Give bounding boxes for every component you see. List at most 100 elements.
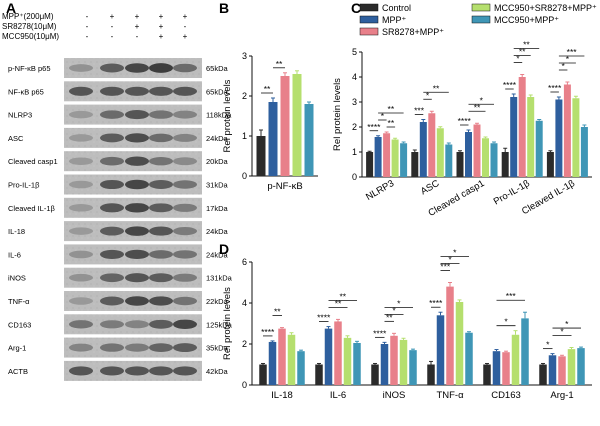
blot-band bbox=[149, 296, 173, 306]
bar bbox=[399, 339, 408, 385]
bar bbox=[304, 104, 314, 176]
blot-band bbox=[173, 86, 197, 96]
treatment-sign: - bbox=[111, 22, 114, 31]
bar bbox=[502, 352, 510, 385]
y-tick-label: 0 bbox=[242, 171, 247, 181]
bar bbox=[390, 335, 398, 385]
treatment-sign: - bbox=[111, 32, 114, 41]
y-axis-label: Rel protein levels bbox=[332, 78, 343, 151]
significance-label: * bbox=[504, 317, 508, 327]
blot-band bbox=[69, 273, 93, 282]
blot-band bbox=[100, 179, 124, 190]
bar-chart-p-nf-kb: 0 1 2 3 Rel protein levels p-NF-κB ** ** bbox=[222, 51, 318, 192]
blot-band bbox=[100, 86, 124, 96]
blot-size-label: 131kDa bbox=[206, 274, 233, 283]
bar bbox=[297, 351, 305, 385]
bar bbox=[492, 351, 501, 385]
significance-label: * bbox=[566, 54, 570, 64]
blot-size-label: 24kDa bbox=[206, 250, 229, 259]
treatment-label: SR8278(10μM) bbox=[2, 22, 57, 31]
blot-band bbox=[125, 63, 149, 73]
blot-band bbox=[149, 203, 173, 213]
significance-label: ** bbox=[523, 40, 530, 50]
significance-label: ** bbox=[519, 47, 526, 57]
blot-band bbox=[149, 180, 173, 189]
significance-label: ** bbox=[339, 291, 346, 301]
bar bbox=[548, 355, 557, 385]
legend-label: MPP⁺ bbox=[382, 15, 407, 25]
blot-band bbox=[173, 157, 197, 166]
blot-band bbox=[149, 63, 173, 73]
y-tick-label: 4 bbox=[352, 72, 357, 82]
significance-label: **** bbox=[261, 327, 275, 337]
bar bbox=[353, 342, 361, 385]
significance-label: *** bbox=[567, 47, 578, 57]
y-tick-label: 3 bbox=[352, 97, 357, 107]
bar bbox=[366, 152, 374, 177]
significance-label: * bbox=[565, 319, 569, 329]
bar bbox=[558, 356, 566, 385]
blot-band bbox=[69, 134, 93, 142]
bar bbox=[436, 128, 444, 177]
bar bbox=[409, 350, 417, 385]
category-label: p-NF-κB bbox=[267, 181, 302, 192]
bar bbox=[473, 124, 481, 177]
treatment-sign: - bbox=[184, 22, 187, 31]
panel-c-label: C bbox=[351, 0, 361, 16]
blot-protein-label: ASC bbox=[8, 134, 24, 143]
category-label: NLRP3 bbox=[364, 178, 396, 203]
blot-band bbox=[173, 366, 197, 376]
bar bbox=[456, 152, 464, 177]
y-tick-label: 1 bbox=[352, 147, 357, 157]
treatment-sign: + bbox=[110, 12, 115, 21]
blot-band bbox=[69, 343, 93, 352]
y-tick-label: 1 bbox=[242, 131, 247, 141]
bar bbox=[483, 364, 491, 385]
blot-size-label: 42kDa bbox=[206, 367, 229, 376]
blot-band bbox=[125, 110, 149, 120]
significance-label: * bbox=[560, 326, 564, 336]
blot-band bbox=[100, 63, 124, 73]
significance-label: ** bbox=[388, 104, 395, 114]
y-tick-label: 2 bbox=[242, 339, 247, 349]
blot-band bbox=[149, 250, 173, 259]
blot-protein-label: ACTB bbox=[8, 367, 28, 376]
blot-band bbox=[149, 110, 173, 119]
blot-band bbox=[149, 133, 173, 143]
bar bbox=[446, 286, 454, 385]
bar bbox=[521, 318, 529, 385]
bar bbox=[539, 364, 547, 385]
blot-band bbox=[125, 249, 149, 260]
treatment-sign: - bbox=[136, 32, 139, 41]
blot-band bbox=[173, 343, 197, 353]
blot-band bbox=[173, 227, 197, 236]
bar bbox=[490, 143, 498, 177]
significance-label: ** bbox=[433, 83, 440, 93]
y-tick-label: 3 bbox=[242, 51, 247, 61]
bar bbox=[518, 77, 526, 177]
blot-band bbox=[69, 64, 93, 72]
bar bbox=[315, 364, 323, 385]
blot-band bbox=[149, 366, 173, 376]
bar bbox=[280, 76, 290, 176]
blot-band bbox=[173, 63, 197, 73]
treatment-sign: + bbox=[135, 12, 140, 21]
y-axis-label: Rel protein levels bbox=[222, 79, 233, 152]
bar bbox=[511, 334, 520, 385]
western-blot-panel: MPP⁺(200μM) - + + + +SR8278(10μM) - - + + -MCC950(… bbox=[2, 12, 233, 381]
bar bbox=[445, 144, 453, 177]
category-label: IL-18 bbox=[271, 390, 293, 401]
bar bbox=[380, 344, 389, 385]
bar bbox=[324, 328, 333, 385]
y-tick-label: 4 bbox=[242, 298, 247, 308]
category-label: iNOS bbox=[383, 390, 406, 401]
significance-label: **** bbox=[503, 80, 517, 90]
bar bbox=[465, 332, 473, 385]
bar bbox=[535, 120, 543, 177]
treatment-sign: - bbox=[86, 22, 89, 31]
category-label: TNF-α bbox=[436, 390, 464, 401]
significance-label: * bbox=[561, 61, 565, 71]
blot-band bbox=[125, 156, 149, 166]
significance-label: * bbox=[480, 95, 484, 105]
significance-label: * bbox=[546, 340, 550, 350]
